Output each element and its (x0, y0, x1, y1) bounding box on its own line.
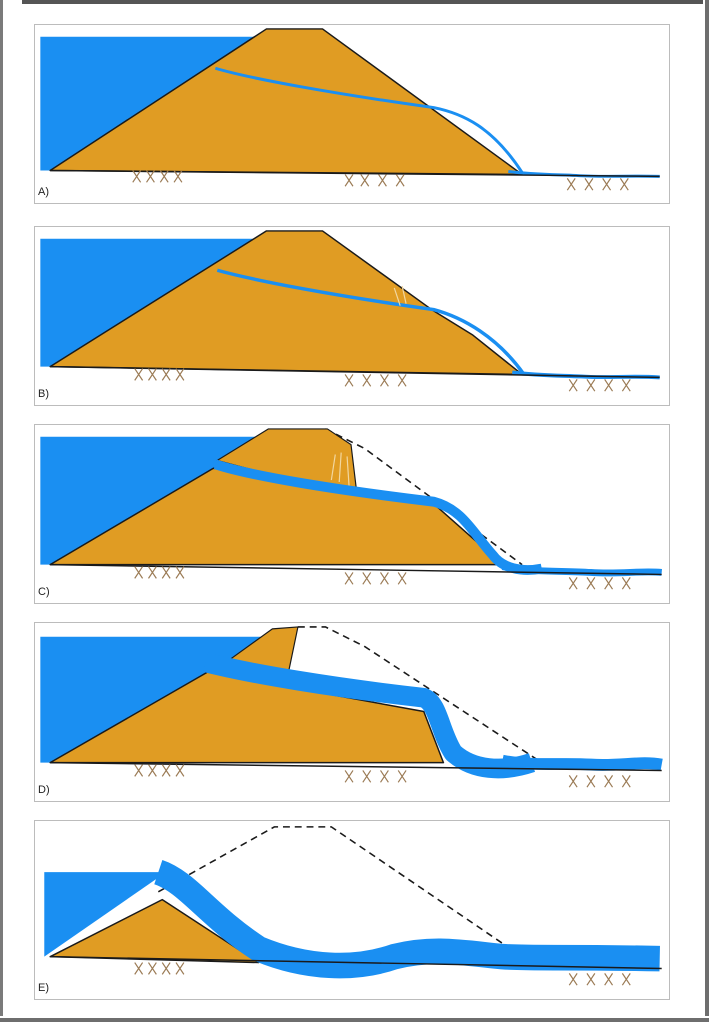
panel-stage-e: E) (34, 820, 670, 1000)
seepage-path (216, 268, 526, 376)
embankment (49, 671, 445, 764)
slope-crack (393, 285, 407, 306)
original-dam-outline (325, 428, 523, 566)
stage-d-drawing (40, 626, 663, 788)
stage-label: D) (38, 784, 50, 796)
seepage-path (214, 66, 524, 174)
frame-border-left (0, 0, 22, 1022)
crest-cracks (330, 452, 350, 486)
reservoir-water (44, 872, 167, 957)
foundation-marks (134, 764, 631, 788)
stage-label: A) (38, 186, 49, 198)
embankment (49, 898, 260, 964)
foundation-marks (134, 962, 631, 986)
foundation-line (50, 365, 660, 379)
foundation-line (50, 955, 662, 970)
stage-label: E) (38, 982, 49, 994)
breach-flow (153, 860, 660, 979)
foundation-marks (132, 170, 629, 191)
stage-label: C) (38, 586, 50, 598)
frame-border-top (0, 0, 709, 4)
stage-e-drawing (44, 826, 662, 986)
foundation-marks (134, 566, 631, 590)
frame-border-bottom (0, 1016, 709, 1022)
stage-b-drawing (40, 230, 660, 392)
stage-label: B) (38, 388, 49, 400)
foundation-line (50, 761, 662, 772)
panel-stage-c: C) (34, 424, 670, 604)
tailwater-flow (501, 754, 663, 771)
tailwater-flow (501, 563, 663, 577)
foundation-line (50, 169, 660, 178)
panel-stage-d: D) (34, 622, 670, 802)
frame-border-right (703, 0, 709, 1022)
stage-c-drawing (40, 428, 663, 590)
stage-a-drawing (40, 28, 660, 191)
foundation-line (50, 563, 662, 576)
panel-stage-a: A) (34, 24, 670, 204)
original-dam-outline (297, 626, 543, 764)
panel-stage-b: B) (34, 226, 670, 406)
breach-flow (203, 652, 536, 779)
foundation-marks (134, 368, 631, 392)
